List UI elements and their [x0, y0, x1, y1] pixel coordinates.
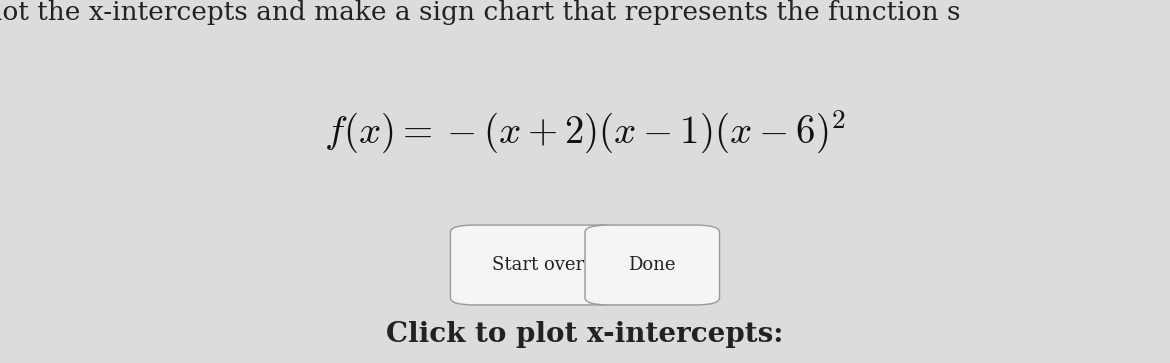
Text: Start over: Start over — [493, 256, 584, 274]
Text: Click to plot x-intercepts:: Click to plot x-intercepts: — [386, 322, 784, 348]
FancyBboxPatch shape — [585, 225, 720, 305]
FancyBboxPatch shape — [450, 225, 626, 305]
Text: Done: Done — [628, 256, 676, 274]
Text: lot the x-intercepts and make a sign chart that represents the function s: lot the x-intercepts and make a sign cha… — [0, 0, 961, 25]
Text: $f(x) = -(x+2)(x-1)(x-6)^2$: $f(x) = -(x+2)(x-1)(x-6)^2$ — [324, 109, 846, 156]
